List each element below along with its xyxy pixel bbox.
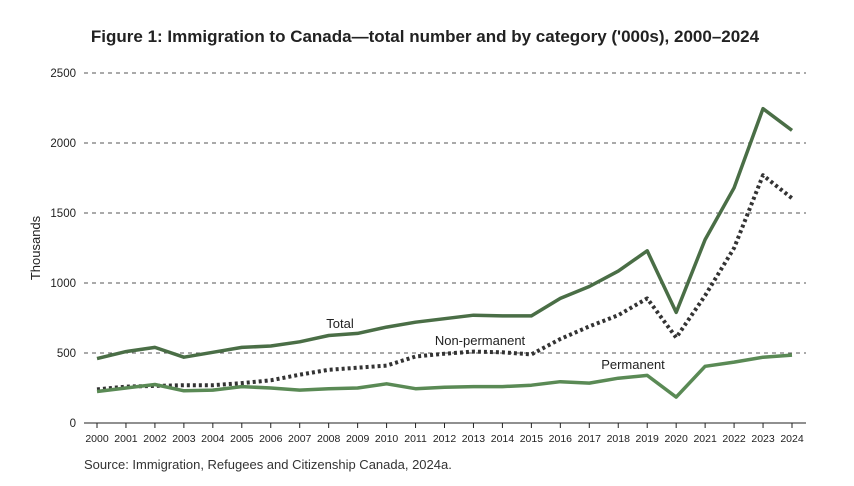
x-tick-label: 2000 bbox=[85, 433, 109, 445]
x-tick-label: 2008 bbox=[317, 433, 341, 445]
x-axis-ticks: 2000 2001 2002 2003 2004 2005 2006 2007 2008 2009… bbox=[85, 423, 804, 445]
x-tick-label: 2024 bbox=[780, 433, 804, 445]
x-tick-label: 2005 bbox=[230, 433, 254, 445]
series-lines bbox=[96, 106, 794, 399]
chart-title: Figure 1: Immigration to Canada—total nu… bbox=[91, 27, 760, 46]
y-tick-label: 0 bbox=[70, 418, 76, 430]
x-tick-label: 2012 bbox=[433, 433, 457, 445]
x-tick-label: 2010 bbox=[375, 433, 399, 445]
x-tick-label: 2018 bbox=[607, 433, 631, 445]
x-tick-label: 2022 bbox=[722, 433, 746, 445]
series-line-total bbox=[96, 106, 794, 361]
series-label-total: Total bbox=[326, 316, 354, 331]
series-line-non-permanent bbox=[96, 173, 794, 392]
y-axis-ticks: 0 500 1000 1500 2000 2500 bbox=[50, 68, 76, 430]
x-tick-label: 2014 bbox=[491, 433, 515, 445]
x-tick-label: 2017 bbox=[578, 433, 602, 445]
x-tick-label: 2007 bbox=[288, 433, 312, 445]
x-tick-label: 2004 bbox=[201, 433, 225, 445]
x-tick-label: 2009 bbox=[346, 433, 370, 445]
x-tick-label: 2021 bbox=[693, 433, 717, 445]
gridlines bbox=[84, 72, 806, 354]
x-tick-label: 2020 bbox=[664, 433, 688, 445]
y-axis-label: Thousands bbox=[28, 215, 43, 280]
series-label-permanent: Permanent bbox=[601, 357, 665, 372]
series-label-non-permanent: Non-permanent bbox=[435, 333, 526, 348]
x-tick-label: 2019 bbox=[636, 433, 660, 445]
x-tick-label: 2015 bbox=[520, 433, 544, 445]
y-tick-label: 2500 bbox=[50, 68, 76, 80]
x-tick-label: 2016 bbox=[549, 433, 573, 445]
y-tick-label: 1000 bbox=[50, 278, 76, 290]
y-tick-label: 500 bbox=[57, 348, 76, 360]
series-line-permanent bbox=[96, 353, 793, 399]
x-tick-label: 2011 bbox=[404, 433, 427, 445]
x-tick-label: 2023 bbox=[751, 433, 775, 445]
x-tick-label: 2013 bbox=[462, 433, 486, 445]
x-tick-label: 2002 bbox=[143, 433, 167, 445]
y-tick-label: 2000 bbox=[50, 138, 76, 150]
x-tick-label: 2001 bbox=[114, 433, 138, 445]
x-tick-label: 2003 bbox=[172, 433, 196, 445]
source-note: Source: Immigration, Refugees and Citize… bbox=[84, 457, 452, 472]
x-tick-label: 2006 bbox=[259, 433, 283, 445]
y-tick-label: 1500 bbox=[50, 208, 76, 220]
